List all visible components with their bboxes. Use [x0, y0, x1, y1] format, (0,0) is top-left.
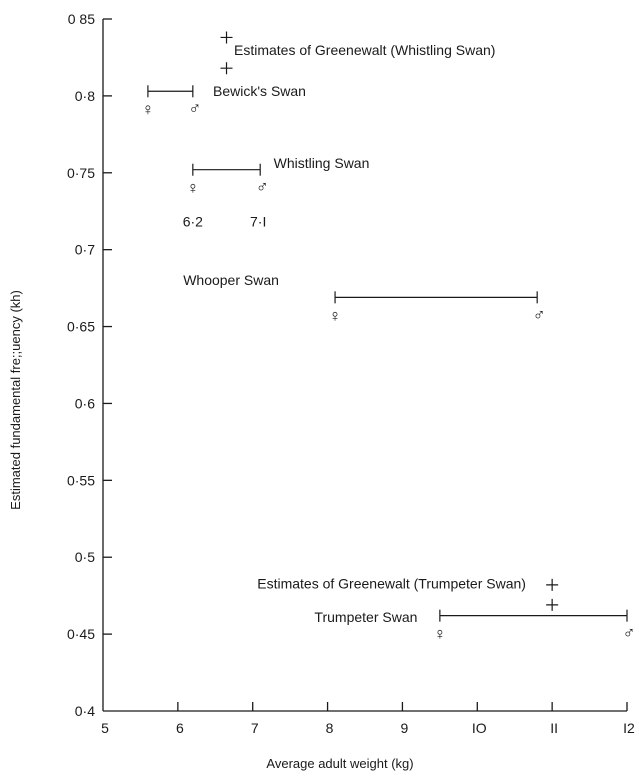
y-tick-label: 0·75	[67, 165, 95, 181]
y-tick-label: 0·45	[67, 626, 95, 642]
y-tick-label: 0·7	[75, 242, 95, 258]
whistling-swan-weight-label: 6·2	[183, 214, 203, 230]
whooper-swan-female-marker: ♀	[329, 306, 342, 325]
y-tick-label: 0·4	[75, 703, 95, 719]
y-tick-label: 0·5	[75, 549, 95, 565]
y-tick-label: 0 85	[68, 11, 95, 27]
greenewalt-estimate-cross	[220, 62, 233, 75]
x-tick-label: IO	[472, 720, 487, 736]
trumpeter-swan-male-marker: ♂	[623, 624, 636, 643]
greenewalt-estimate-cross	[220, 31, 233, 44]
bewick-s-swan-label: Bewick's Swan	[213, 83, 306, 99]
y-axis-ticks: 0·4 0·45 0·5 0·55 0·6 0·65 0·7 0·75 0·8 0 85	[67, 11, 112, 719]
greenewalt-estimate-cross	[546, 598, 559, 611]
x-tick-label: 7	[251, 720, 259, 736]
whistling-swan-label: Whistling Swan	[274, 155, 370, 171]
trumpeter-swan-female-marker: ♀	[433, 625, 446, 644]
whistling-swan-weight-label: 7·I	[250, 214, 266, 230]
x-tick-label: 9	[401, 720, 409, 736]
bewick-s-swan-male-marker: ♂	[188, 99, 201, 118]
annotations: Bewick's Swan Whistling Swan 6·2 7·I Whooper…	[183, 42, 526, 625]
y-tick-label: 0·55	[67, 472, 95, 488]
x-tick-label: 6	[176, 720, 184, 736]
weight-ranges	[147, 85, 628, 622]
x-axis-ticks: 5 6 7 8 9 IO II I2	[101, 702, 635, 736]
greenewalt-estimates	[220, 31, 559, 611]
x-tick-label: II	[550, 720, 558, 736]
bewick-s-swan-female-marker: ♀	[142, 100, 155, 119]
x-tick-label: I2	[623, 720, 635, 736]
y-tick-label: 0·65	[67, 319, 95, 335]
whooper-swan-male-marker: ♂	[533, 305, 546, 324]
greenewalt-whistling-label: Estimates of Greenewalt (Whistling Swan)	[234, 42, 495, 58]
trumpeter-swan-label: Trumpeter Swan	[314, 609, 417, 625]
whistling-swan-female-marker: ♀	[186, 179, 199, 198]
x-tick-label: 8	[326, 720, 334, 736]
y-tick-label: 0·6	[75, 395, 95, 411]
greenewalt-estimate-cross	[546, 578, 559, 591]
whooper-swan-label: Whooper Swan	[183, 272, 279, 288]
y-axis-label: Estimated fundamental fre;;uency (kh)	[8, 290, 23, 510]
greenewalt-trumpeter-label: Estimates of Greenewalt (Trumpeter Swan)	[257, 576, 526, 592]
x-tick-label: 5	[101, 720, 109, 736]
y-tick-label: 0·8	[75, 88, 95, 104]
axes	[102, 19, 627, 712]
x-axis-label: Average adult weight (kg)	[266, 756, 413, 771]
whistling-swan-male-marker: ♂	[256, 178, 269, 197]
sex-markers: ♀ ♂ ♀ ♂ ♀ ♂ ♀ ♂	[142, 99, 636, 643]
